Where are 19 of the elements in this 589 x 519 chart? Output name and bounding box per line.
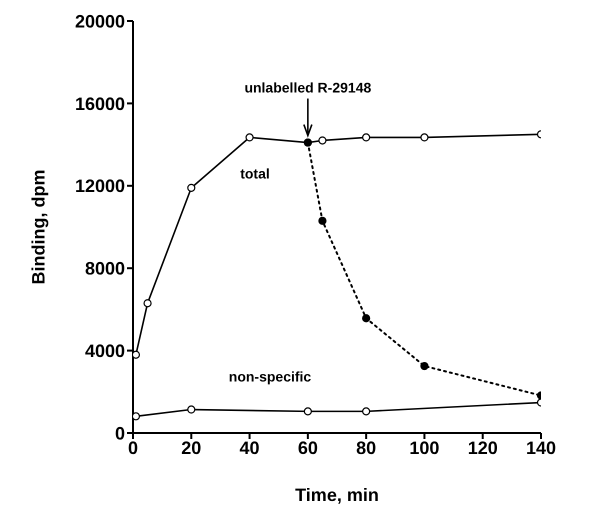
annotation: non-specific (228, 368, 312, 385)
y-tick-label: 8000 (84, 258, 125, 279)
annotation: unlabelled R-29148 (244, 80, 372, 96)
x-tick-label: 40 (240, 438, 260, 458)
y-tick-label: 4000 (84, 340, 125, 361)
y-tick-label: 0 (114, 423, 125, 444)
x-tick-label: 20 (181, 438, 202, 458)
y-tick-label: 16000 (74, 94, 125, 114)
annotation: total (240, 166, 270, 182)
x-tick-label: 120 (468, 438, 498, 458)
y-tick-label: 12000 (74, 176, 125, 196)
x-tick-label: 0 (128, 438, 138, 458)
x-tick-label: 100 (409, 438, 440, 458)
y-axis-title: Binding, dpm (28, 170, 48, 284)
y-tick-label: 20000 (74, 11, 125, 32)
x-tick-label: 140 (526, 438, 556, 458)
x-axis-title: Time, min (295, 485, 379, 505)
x-tick-label: 80 (356, 438, 376, 458)
x-tick-label: 60 (298, 438, 318, 458)
